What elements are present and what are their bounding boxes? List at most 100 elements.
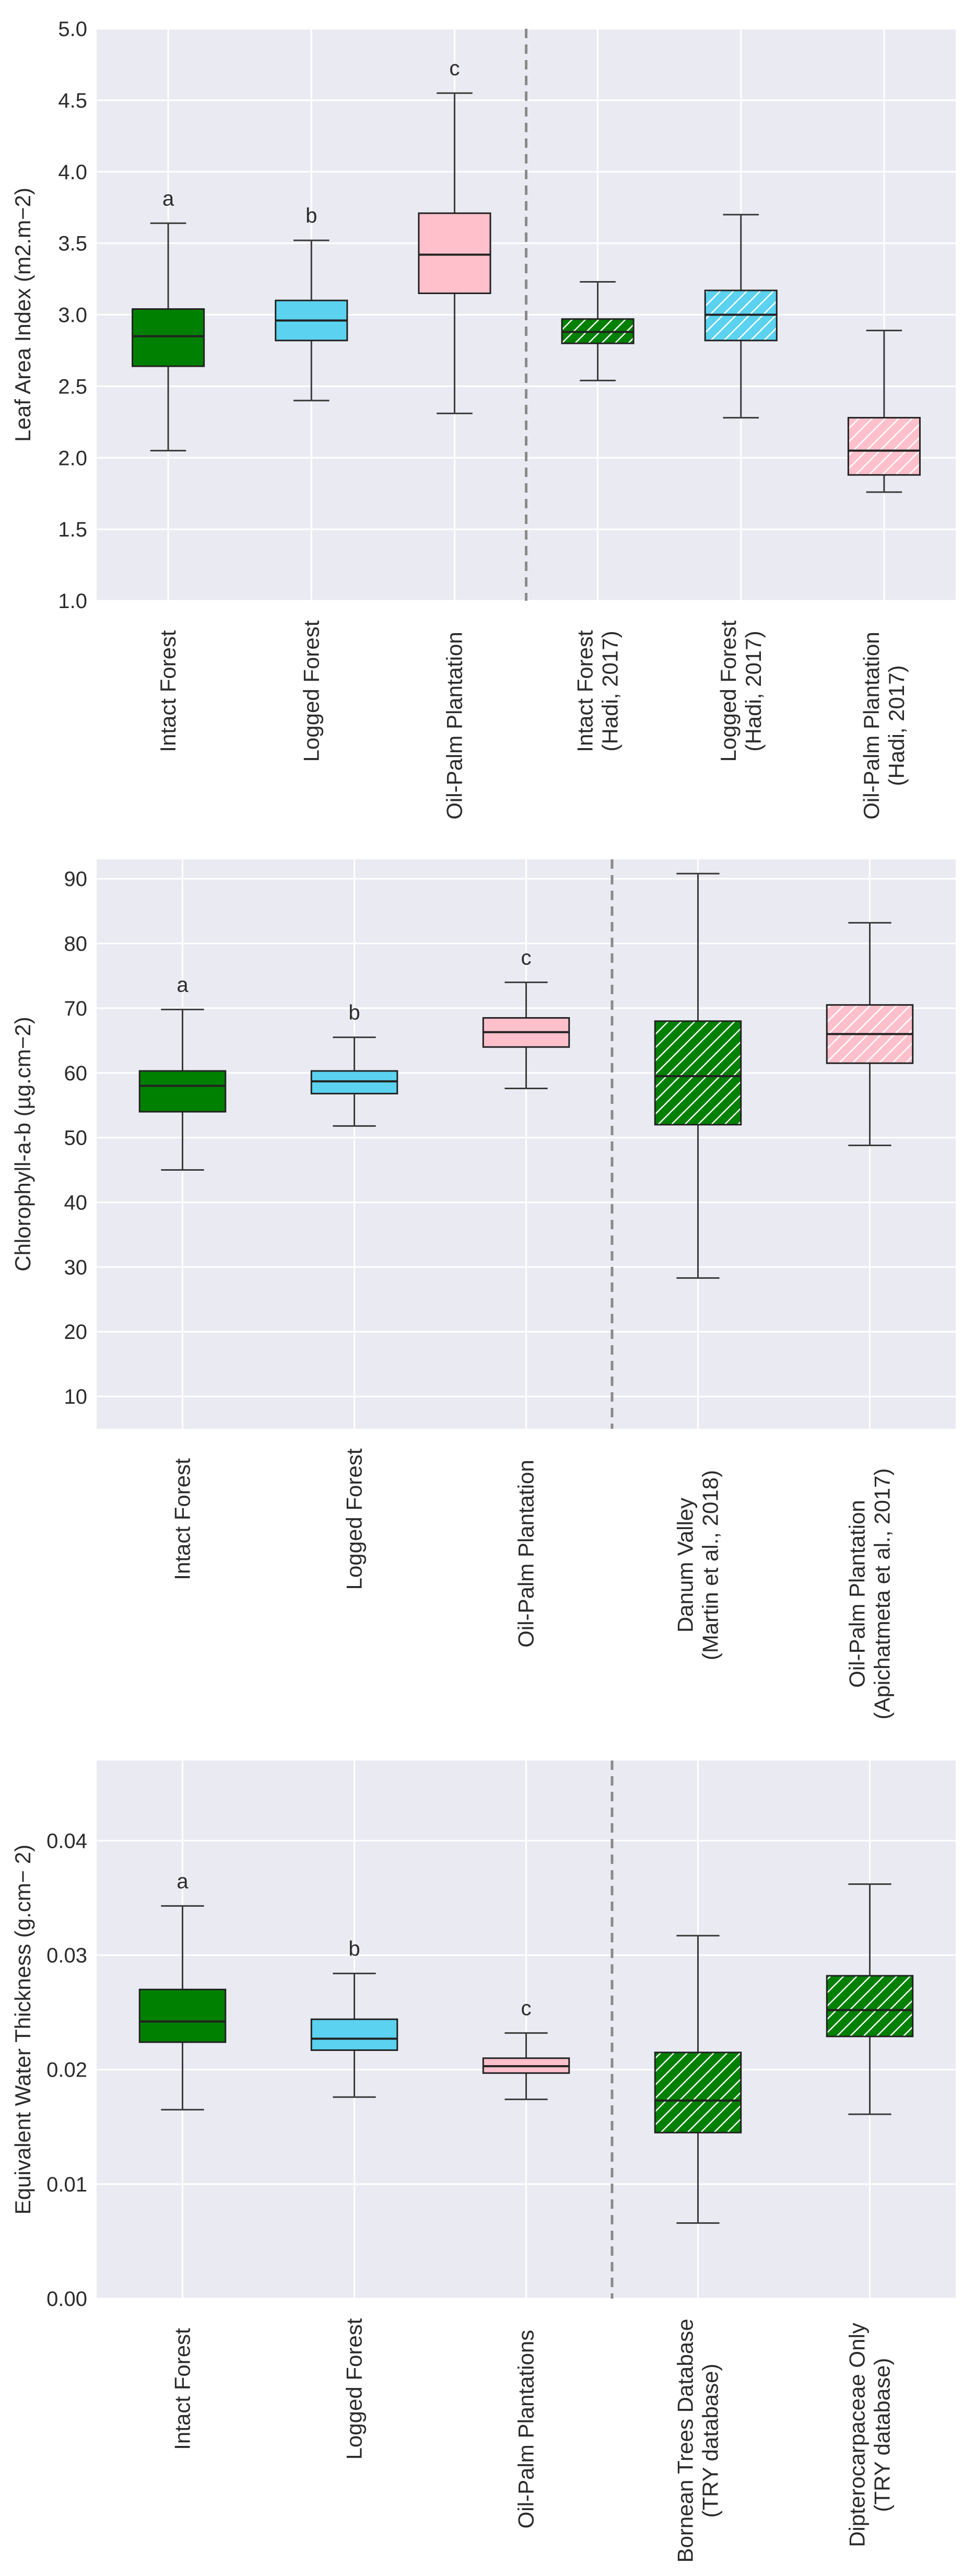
y-tick-label: 10 bbox=[64, 1385, 88, 1408]
y-tick-label: 4.0 bbox=[58, 161, 87, 184]
y-axis-label: Leaf Area Index (m2.m−2) bbox=[10, 188, 35, 442]
box-0: a Intact Forest bbox=[138, 973, 227, 1580]
y-tick-label: 3.5 bbox=[58, 232, 87, 255]
significance-letter: b bbox=[348, 1938, 360, 1961]
box-3: Intact Forest(Hadi, 2017) bbox=[561, 281, 635, 752]
x-tick-label-line: (Martin et al., 2018) bbox=[698, 1470, 723, 1660]
x-tick-label: Oil-Palm Plantation bbox=[514, 1460, 538, 1647]
x-tick-label-line: (Apichatmeta et al., 2017) bbox=[870, 1468, 895, 1720]
y-axis-label: Equivalent Water Thickness (g.cm− 2) bbox=[10, 1845, 35, 2214]
x-tick-label: Oil-Palm Plantation bbox=[442, 632, 466, 819]
y-tick-label: 70 bbox=[64, 997, 88, 1020]
box-0: a Intact Forest bbox=[138, 1870, 227, 2450]
box-1: b Logged Forest bbox=[310, 1001, 398, 1590]
x-tick-label: Logged Forest bbox=[299, 620, 323, 762]
y-tick-label: 3.0 bbox=[58, 304, 87, 327]
x-tick-label: Danum Valley(Martin et al., 2018) bbox=[673, 1470, 723, 1660]
box-3: Danum Valley(Martin et al., 2018) bbox=[654, 872, 742, 1660]
y-tick-label: 50 bbox=[64, 1127, 88, 1150]
y-tick-label: 2.5 bbox=[58, 375, 87, 398]
y-tick-label: 5.0 bbox=[58, 18, 87, 41]
x-tick-label-line: Intact Forest bbox=[573, 630, 597, 752]
y-tick-label: 80 bbox=[64, 933, 88, 955]
x-tick-label: Oil-Palm Plantation(Hadi, 2017) bbox=[859, 632, 909, 819]
x-tick-label: Bornean Trees Database(TRY database) bbox=[673, 2319, 723, 2563]
box-body bbox=[654, 1020, 742, 1126]
box-body bbox=[310, 2018, 398, 2051]
water-thickness-chart: 0.00 0.01 0.02 0.03 0.04 Equivalent Water Thi… bbox=[10, 1761, 956, 2562]
x-tick-label: Intact Forest bbox=[170, 2328, 195, 2450]
x-tick-label: Oil-Palm Plantation(Apichatmeta et al., … bbox=[845, 1468, 895, 1720]
x-tick-label: Logged Forest(Hadi, 2017) bbox=[716, 620, 766, 762]
box-5: Oil-Palm Plantation(Hadi, 2017) bbox=[847, 330, 921, 820]
leaf-area-index-chart: 1.0 1.5 2.0 2.5 3.0 3.5 4.0 4.5 5.0 Leaf Area Ind… bbox=[10, 18, 956, 820]
box-0: a Intact Forest bbox=[132, 187, 205, 752]
x-tick-label-line: (TRY database) bbox=[870, 2358, 895, 2512]
x-tick-label-line: (Hadi, 2017) bbox=[741, 631, 766, 751]
x-tick-label: Logged Forest bbox=[342, 2318, 367, 2460]
x-tick-label-line: Logged Forest bbox=[342, 2318, 367, 2460]
y-tick-label: 0.04 bbox=[46, 1829, 87, 1852]
significance-letter: a bbox=[162, 187, 174, 210]
box-body bbox=[418, 212, 491, 294]
box-body bbox=[138, 1070, 227, 1113]
x-tick-label-line: Danum Valley bbox=[673, 1498, 698, 1633]
significance-letter: b bbox=[348, 1001, 360, 1024]
x-tick-label-line: Intact Forest bbox=[156, 630, 180, 752]
box-body bbox=[132, 308, 205, 367]
box-body bbox=[826, 1975, 914, 2037]
box-body bbox=[847, 417, 921, 476]
x-tick-label-line: Logged Forest bbox=[342, 1448, 367, 1590]
y-tick-label: 4.5 bbox=[58, 89, 87, 112]
box-body bbox=[654, 2052, 742, 2134]
x-tick-label-line: Dipterocarpaceae Only bbox=[845, 2323, 870, 2547]
x-tick-label-line: Oil-Palm Plantation bbox=[514, 1460, 538, 1647]
box-4: Logged Forest(Hadi, 2017) bbox=[704, 214, 778, 762]
x-tick-label-line: Logged Forest bbox=[299, 620, 323, 762]
y-tick-label: 0.01 bbox=[46, 2173, 87, 2196]
x-tick-label-line: Oil-Palm Plantation bbox=[859, 632, 884, 819]
x-tick-label-line: Oil-Palm Plantations bbox=[514, 2330, 538, 2528]
x-tick-label-line: (Hadi, 2017) bbox=[598, 631, 623, 751]
x-tick-label-line: Intact Forest bbox=[170, 1458, 195, 1580]
y-tick-label: 0.02 bbox=[46, 2059, 87, 2082]
x-tick-label: Intact Forest bbox=[170, 1458, 195, 1580]
x-tick-label-line: Intact Forest bbox=[170, 2328, 195, 2450]
significance-letter: c bbox=[521, 946, 532, 969]
box-3: Bornean Trees Database(TRY database) bbox=[654, 1934, 742, 2563]
y-tick-label: 2.0 bbox=[58, 447, 87, 470]
x-tick-label-line: Oil-Palm Plantation bbox=[845, 1500, 870, 1687]
y-tick-label: 1.0 bbox=[58, 590, 87, 613]
x-tick-label-line: (TRY database) bbox=[698, 2364, 723, 2518]
y-tick-label: 20 bbox=[64, 1321, 88, 1344]
chlorophyll-chart: 10 20 30 40 50 60 70 80 90 Chlorophyll-a-b (µg.cm… bbox=[10, 859, 956, 1719]
x-tick-label-line: (Hadi, 2017) bbox=[884, 665, 909, 786]
box-2: c Oil-Palm Plantations bbox=[482, 1997, 570, 2528]
x-tick-label-line: Bornean Trees Database bbox=[673, 2319, 698, 2563]
y-tick-label: 40 bbox=[64, 1191, 88, 1214]
x-tick-label: Intact Forest(Hadi, 2017) bbox=[573, 630, 623, 752]
y-tick-label: 0.00 bbox=[46, 2288, 87, 2311]
x-tick-label: Dipterocarpaceae Only(TRY database) bbox=[845, 2323, 895, 2547]
box-2: c Oil-Palm Plantation bbox=[482, 946, 570, 1648]
significance-letter: c bbox=[521, 1997, 532, 2020]
significance-letter: c bbox=[449, 57, 460, 80]
y-tick-label: 1.5 bbox=[58, 518, 87, 541]
y-tick-label: 30 bbox=[64, 1256, 88, 1279]
box-2: c Oil-Palm Plantation bbox=[418, 57, 491, 820]
significance-letter: a bbox=[177, 973, 189, 996]
box-4: Dipterocarpaceae Only(TRY database) bbox=[826, 1883, 914, 2547]
y-tick-label: 60 bbox=[64, 1062, 88, 1085]
x-tick-label: Logged Forest bbox=[342, 1448, 367, 1590]
box-1: b Logged Forest bbox=[275, 204, 348, 762]
x-tick-label: Intact Forest bbox=[156, 630, 180, 752]
x-tick-label: Oil-Palm Plantations bbox=[514, 2330, 538, 2528]
significance-letter: b bbox=[306, 204, 317, 227]
significance-letter: a bbox=[177, 1870, 189, 1893]
x-tick-label-line: Oil-Palm Plantation bbox=[442, 632, 466, 819]
y-axis-label: Chlorophyll-a-b (µg.cm−2) bbox=[10, 1017, 35, 1272]
box-4: Oil-Palm Plantation(Apichatmeta et al., … bbox=[826, 922, 914, 1720]
y-tick-label: 0.03 bbox=[46, 1944, 87, 1967]
box-body bbox=[138, 1988, 227, 2043]
